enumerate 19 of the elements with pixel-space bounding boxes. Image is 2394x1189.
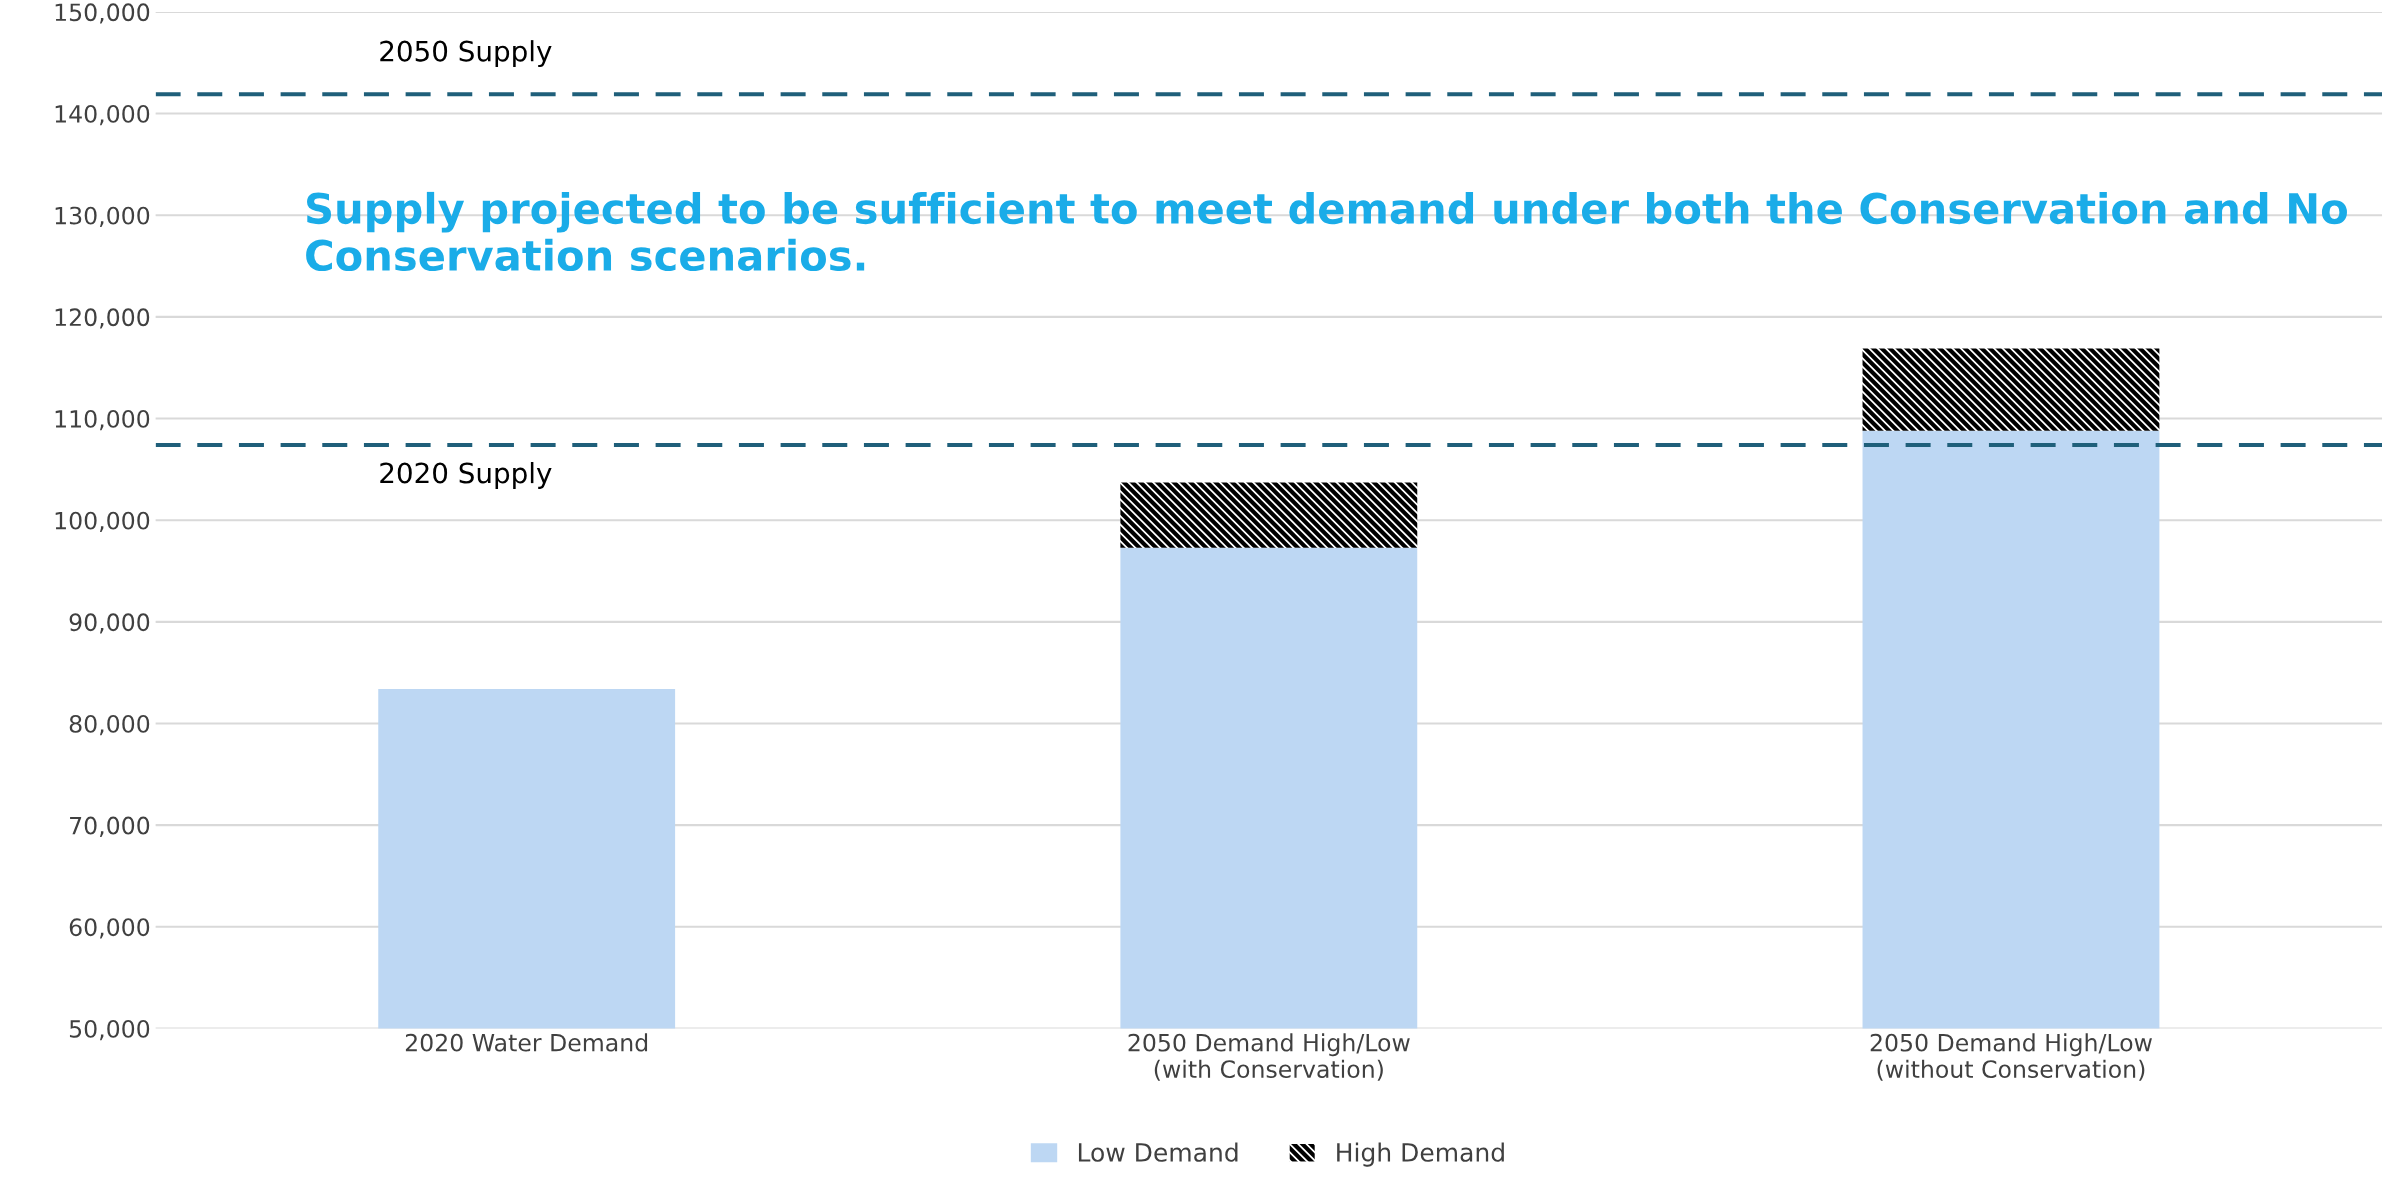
legend-label: Low Demand: [1078, 1142, 1238, 1162]
y-tick-label: 90,000: [69, 613, 150, 634]
legend-label: High Demand: [1337, 1142, 1504, 1167]
x-tick-label: 2050 Demand High/Low (with Conservation): [1128, 1033, 1410, 1081]
y-tick-label: 50,000: [69, 1019, 150, 1041]
y-tick-label: 60,000: [69, 918, 150, 939]
y-tick-label: 110,000: [55, 409, 150, 431]
y-tick-label: 120,000: [55, 308, 150, 329]
annotation: Supply projected to be sufficient to meet demand under both the Conservation and No Conservation scenarios.: [306, 191, 2347, 272]
y-tick-label: 70,000: [70, 816, 150, 837]
ref-line-label: 2020 Supply: [380, 462, 552, 489]
y-tick-label: 130,000: [55, 206, 150, 227]
x-tick-label: 2020 Water Demand: [405, 1033, 648, 1052]
y-tick-label: 140,000: [55, 105, 150, 126]
y-tick-label: 100,000: [55, 511, 150, 532]
y-tick-label: 150,000: [55, 3, 150, 24]
ref-line-label: 2050 Supply: [380, 40, 552, 68]
x-tick-label: 2050 Demand High/Low (without Conservation): [1870, 1033, 2152, 1081]
y-tick-label: 80,000: [69, 714, 150, 736]
